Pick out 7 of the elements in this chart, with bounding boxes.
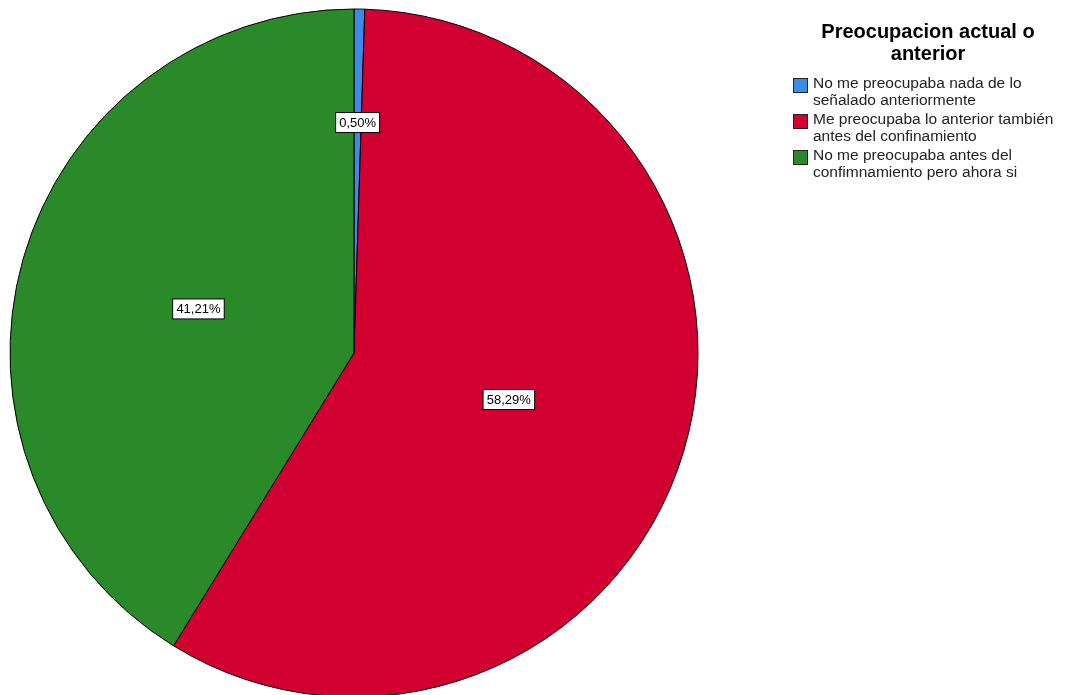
data-label: 41,21% (176, 301, 221, 317)
data-label: 0,50% (339, 115, 377, 131)
legend-title: Preocupacion actual o anterior (820, 20, 1036, 64)
data-label: 58,29% (486, 392, 532, 408)
legend-label: No me preocupaba nada de lo señalado anteriormente (813, 74, 1023, 108)
legend-label: No me preocupaba antes del confimnamiento pero ahora si (813, 146, 1019, 180)
legend-label: Me preocupaba lo anterior también antes del confinamiento (813, 110, 1055, 144)
